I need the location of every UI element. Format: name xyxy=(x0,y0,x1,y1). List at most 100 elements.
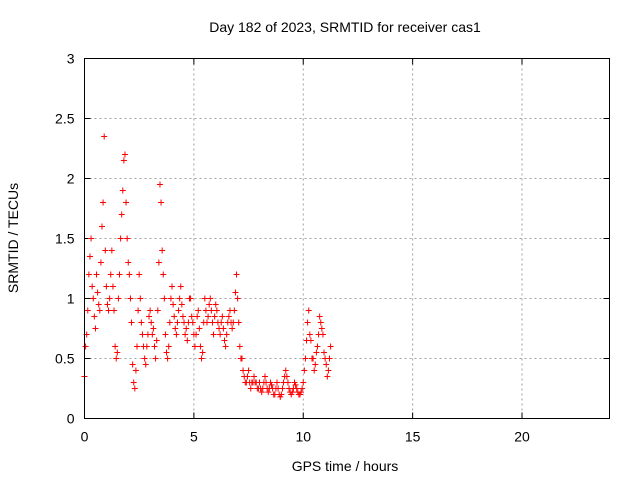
data-point xyxy=(233,271,240,278)
data-point xyxy=(316,313,323,320)
data-point xyxy=(187,295,194,302)
data-point xyxy=(292,381,299,388)
data-point xyxy=(319,331,326,338)
data-point xyxy=(114,349,121,356)
y-tick-label: 1 xyxy=(67,291,75,307)
data-point xyxy=(159,247,166,254)
data-point xyxy=(311,367,318,374)
data-point xyxy=(283,373,290,380)
axis-ticks: 0 0.5 1 1.5 2 2.5 3 0 5 10 15 20 xyxy=(55,51,610,445)
data-point xyxy=(313,349,320,356)
data-point xyxy=(268,381,275,388)
data-point xyxy=(196,325,203,332)
data-point xyxy=(172,325,179,332)
data-point xyxy=(251,373,258,380)
data-point xyxy=(134,343,140,350)
data-point xyxy=(115,295,122,302)
data-point xyxy=(231,307,238,314)
chart-title: Day 182 of 2023, SRMTID for receiver cas… xyxy=(209,19,481,35)
data-point xyxy=(232,289,239,296)
data-point xyxy=(299,385,306,392)
data-point xyxy=(161,295,168,302)
data-point xyxy=(206,301,213,308)
data-point xyxy=(166,319,173,326)
data-point xyxy=(211,313,218,320)
data-point xyxy=(293,385,300,392)
data-point xyxy=(84,307,91,314)
data-point xyxy=(244,373,251,380)
data-point xyxy=(127,295,134,302)
data-point xyxy=(128,319,135,326)
data-point xyxy=(139,331,146,338)
data-point xyxy=(137,295,144,302)
data-point xyxy=(307,337,314,344)
data-point xyxy=(160,271,167,278)
x-tick-label: 20 xyxy=(514,429,530,445)
data-point xyxy=(141,355,148,362)
data-point xyxy=(197,343,204,350)
data-point xyxy=(158,199,165,206)
data-point xyxy=(153,337,160,344)
data-point xyxy=(163,349,170,356)
data-point xyxy=(151,343,158,350)
data-point xyxy=(142,361,149,368)
data-point xyxy=(304,319,311,326)
data-point xyxy=(217,331,224,338)
data-point xyxy=(124,235,131,242)
data-point xyxy=(121,151,128,158)
data-point xyxy=(150,325,157,332)
data-point xyxy=(136,271,143,278)
data-point xyxy=(317,319,324,326)
data-point xyxy=(92,325,99,332)
data-point xyxy=(126,271,133,278)
data-point xyxy=(107,271,114,278)
data-point xyxy=(306,331,313,338)
data-point xyxy=(146,313,153,320)
data-point xyxy=(130,379,137,386)
x-tick-label: 0 xyxy=(81,429,89,445)
data-point xyxy=(86,253,93,260)
data-point xyxy=(143,343,150,350)
data-point xyxy=(170,301,177,308)
data-point xyxy=(222,343,229,350)
data-point xyxy=(182,331,189,338)
data-point xyxy=(289,389,296,396)
data-point xyxy=(88,235,95,242)
data-point xyxy=(174,319,181,326)
x-axis-label: GPS time / hours xyxy=(292,458,399,474)
data-point xyxy=(240,367,247,374)
data-point xyxy=(177,283,184,290)
data-point xyxy=(101,133,108,140)
data-point xyxy=(236,343,243,350)
data-point xyxy=(305,307,312,314)
data-point xyxy=(148,319,155,326)
data-point xyxy=(129,361,136,368)
data-point xyxy=(265,389,272,396)
data-point xyxy=(111,307,118,314)
data-point xyxy=(100,199,107,206)
data-point xyxy=(169,283,175,290)
data-point xyxy=(199,349,206,356)
data-point xyxy=(164,355,171,362)
data-point xyxy=(162,331,169,338)
data-point xyxy=(302,355,309,362)
data-point xyxy=(108,247,115,254)
data-point xyxy=(191,343,198,350)
data-point xyxy=(323,361,330,368)
data-point xyxy=(89,283,96,290)
data-point xyxy=(104,301,111,308)
data-point xyxy=(207,295,214,302)
data-point xyxy=(165,343,172,350)
data-point xyxy=(85,271,92,278)
data-point xyxy=(125,259,132,266)
data-point xyxy=(113,355,120,362)
data-point xyxy=(223,331,230,338)
data-point xyxy=(298,389,305,396)
data-point xyxy=(152,355,159,362)
data-point xyxy=(171,313,178,320)
data-point xyxy=(96,307,103,314)
data-point xyxy=(120,157,127,164)
data-point xyxy=(202,307,209,314)
grid-lines xyxy=(84,58,610,419)
